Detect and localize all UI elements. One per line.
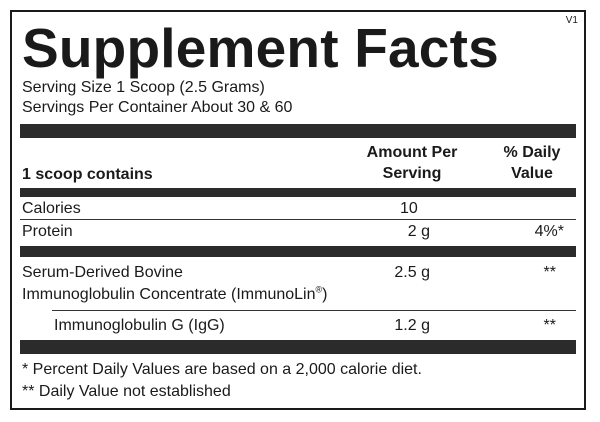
thick-divider-bottom bbox=[20, 340, 576, 354]
supplement-facts-panel: Supplement Facts V1 Serving Size 1 Scoop… bbox=[10, 10, 586, 410]
serving-size: Serving Size 1 Scoop (2.5 Grams) bbox=[22, 79, 265, 96]
panel-title: Supplement Facts bbox=[22, 17, 499, 79]
footnote-not-established: ** Daily Value not established bbox=[22, 383, 231, 400]
row-immunolin-name-line1: Serum-Derived Bovine bbox=[22, 264, 183, 281]
row-igg-daily-value: ** bbox=[543, 317, 556, 334]
version-label: V1 bbox=[565, 15, 578, 26]
row-divider bbox=[20, 219, 576, 220]
thick-divider-header bbox=[20, 188, 576, 197]
amount-per-header-line1: Amount Per bbox=[366, 144, 458, 161]
row-calories-amount: 10 bbox=[400, 200, 418, 217]
row-divider bbox=[52, 310, 576, 311]
servings-per-container: Servings Per Container About 30 & 60 bbox=[22, 99, 293, 116]
row-calories-name: Calories bbox=[22, 200, 81, 217]
daily-value-header-line1: % Daily bbox=[503, 144, 561, 161]
row-immunolin-name-line2: Immunoglobulin Concentrate (ImmunoLin®) bbox=[22, 284, 328, 303]
row-protein-daily-value: 4%* bbox=[534, 223, 564, 240]
row-immunolin-amount: 2.5 g bbox=[394, 264, 430, 281]
amount-per-header-line2: Serving bbox=[382, 165, 442, 182]
row-igg-amount: 1.2 g bbox=[394, 317, 430, 334]
thick-divider-top bbox=[20, 124, 576, 138]
footnote-daily-values: * Percent Daily Values are based on a 2,… bbox=[22, 361, 422, 378]
thick-divider-middle bbox=[20, 246, 576, 257]
contains-header: 1 scoop contains bbox=[22, 166, 153, 183]
row-protein-name: Protein bbox=[22, 223, 73, 240]
daily-value-header-line2: Value bbox=[511, 165, 553, 182]
row-immunolin-daily-value: ** bbox=[543, 264, 556, 281]
row-protein-amount: 2 g bbox=[407, 223, 430, 240]
registered-mark: ® bbox=[315, 284, 323, 295]
row-igg-name: Immunoglobulin G (IgG) bbox=[54, 317, 225, 334]
